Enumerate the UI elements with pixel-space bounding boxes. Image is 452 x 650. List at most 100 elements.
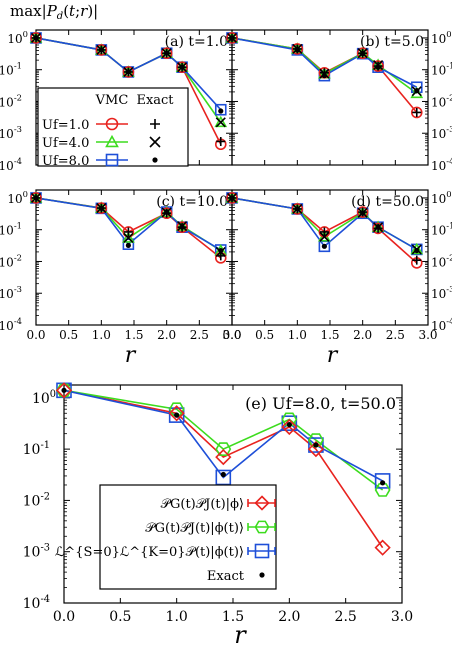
legend-label: Exact <box>207 569 245 584</box>
y-tick-label: 10-3 <box>431 284 452 301</box>
panel-title: (d) t=50.0 <box>351 194 424 210</box>
y-tick-label: 10-4 <box>0 156 22 173</box>
legend-exact-marker <box>149 136 161 148</box>
exact-point <box>360 51 366 57</box>
series-line <box>63 389 384 482</box>
legend-header-exact: Exact <box>136 93 174 108</box>
exact-point <box>164 209 170 215</box>
series-line <box>63 389 384 549</box>
legend-marker <box>105 153 119 167</box>
exact-point <box>125 242 131 249</box>
data-point <box>168 405 185 422</box>
exact-point <box>216 136 226 146</box>
data-point <box>95 44 108 56</box>
legend-marker <box>105 117 119 131</box>
data-point <box>410 106 423 119</box>
legend-exact-marker <box>150 119 160 129</box>
data-point <box>374 483 391 497</box>
x-tick-label: 1.5 <box>222 609 244 625</box>
exact-point <box>414 87 420 94</box>
data-point <box>308 437 324 453</box>
exact-point <box>33 195 39 201</box>
data-point <box>372 222 384 235</box>
y-tick-label: 10-4 <box>431 156 452 173</box>
exact-point <box>380 480 386 486</box>
y-tick-label: 10-1 <box>431 61 452 78</box>
plot-frame <box>231 29 429 166</box>
xlabel-bottom: r <box>234 621 247 649</box>
data-point <box>122 238 135 250</box>
exact-point <box>229 195 235 201</box>
legend-label: Uf=8.0 <box>42 154 89 169</box>
y-tick-label: 100 <box>431 29 452 46</box>
exact-point <box>294 206 300 212</box>
y-tick-label: 10-1 <box>431 221 452 238</box>
data-point <box>214 103 227 116</box>
exact-point <box>220 471 226 478</box>
y-tick-label: 10-3 <box>23 543 50 561</box>
plot-frame <box>35 189 233 326</box>
exact-point <box>319 227 329 237</box>
y-tick-label: 10-3 <box>431 124 452 141</box>
data-point <box>226 192 238 204</box>
x-tick-label: 1.5 <box>320 328 339 342</box>
legend-box <box>37 87 189 167</box>
y-tick-label: 10-2 <box>23 491 50 509</box>
data-point <box>226 32 238 44</box>
plot-frame <box>231 189 429 326</box>
exact-point <box>33 35 39 41</box>
data-point <box>307 440 325 458</box>
exact-point <box>313 442 319 448</box>
xlabel-top: r <box>125 343 137 368</box>
data-point <box>215 442 232 456</box>
data-point <box>281 412 298 427</box>
x-tick-label: 2.0 <box>278 609 300 625</box>
y-tick-label: 10-2 <box>431 92 452 109</box>
data-point <box>356 206 369 218</box>
exact-point <box>319 231 330 242</box>
exact-point <box>414 247 420 254</box>
data-point <box>281 418 298 436</box>
exact-point <box>125 69 131 75</box>
y-tick-label: 100 <box>7 29 28 46</box>
series-line <box>231 197 418 251</box>
data-point <box>168 407 185 423</box>
x-tick-label: 0.5 <box>109 609 131 625</box>
data-point <box>168 402 185 417</box>
exact-point <box>360 210 366 216</box>
data-point <box>291 43 304 55</box>
x-tick-label: 2.0 <box>157 328 176 342</box>
legend-marker <box>105 134 119 148</box>
exact-point <box>123 232 134 244</box>
exact-point <box>218 108 224 114</box>
y-tick-label: 10-3 <box>0 284 22 301</box>
x-tick-label: 0.0 <box>53 609 75 625</box>
y-tick-label: 100 <box>431 189 452 206</box>
data-point <box>55 382 73 399</box>
y-tick-label: 10-4 <box>431 316 452 333</box>
panel-d: 0.0 0.5 1.0 1.5 2.0 2.5 3.0 100 10-1 10-2 10-3 10-4… <box>222 189 452 342</box>
exact-point <box>286 422 292 428</box>
data-point <box>356 47 369 60</box>
data-point <box>410 242 424 255</box>
panel-b: 100 10-1 10-2 10-3 10-4 (b) t=5.0 <box>225 29 452 173</box>
series-line <box>35 37 222 111</box>
x-tick-label: 0.5 <box>59 328 78 342</box>
data-point <box>30 192 42 204</box>
exact-point <box>375 224 381 230</box>
x-tick-label: 2.5 <box>335 609 357 625</box>
legend-marker <box>254 495 270 511</box>
xlabel-top-right: r <box>327 343 339 368</box>
y-tick-label: 10-2 <box>431 252 452 269</box>
data-point <box>372 60 384 72</box>
data-point <box>30 32 42 44</box>
exact-point <box>215 117 226 128</box>
x-tick-label: 1.0 <box>288 328 307 342</box>
x-tick-label: 2.0 <box>353 328 372 342</box>
x-tick-label: 1.0 <box>166 609 188 625</box>
legend-marker <box>254 520 270 534</box>
data-point <box>176 221 188 233</box>
legend-marker <box>254 543 270 559</box>
y-tick-label: 100 <box>32 389 56 407</box>
panel-title: (b) t=5.0 <box>360 34 424 50</box>
